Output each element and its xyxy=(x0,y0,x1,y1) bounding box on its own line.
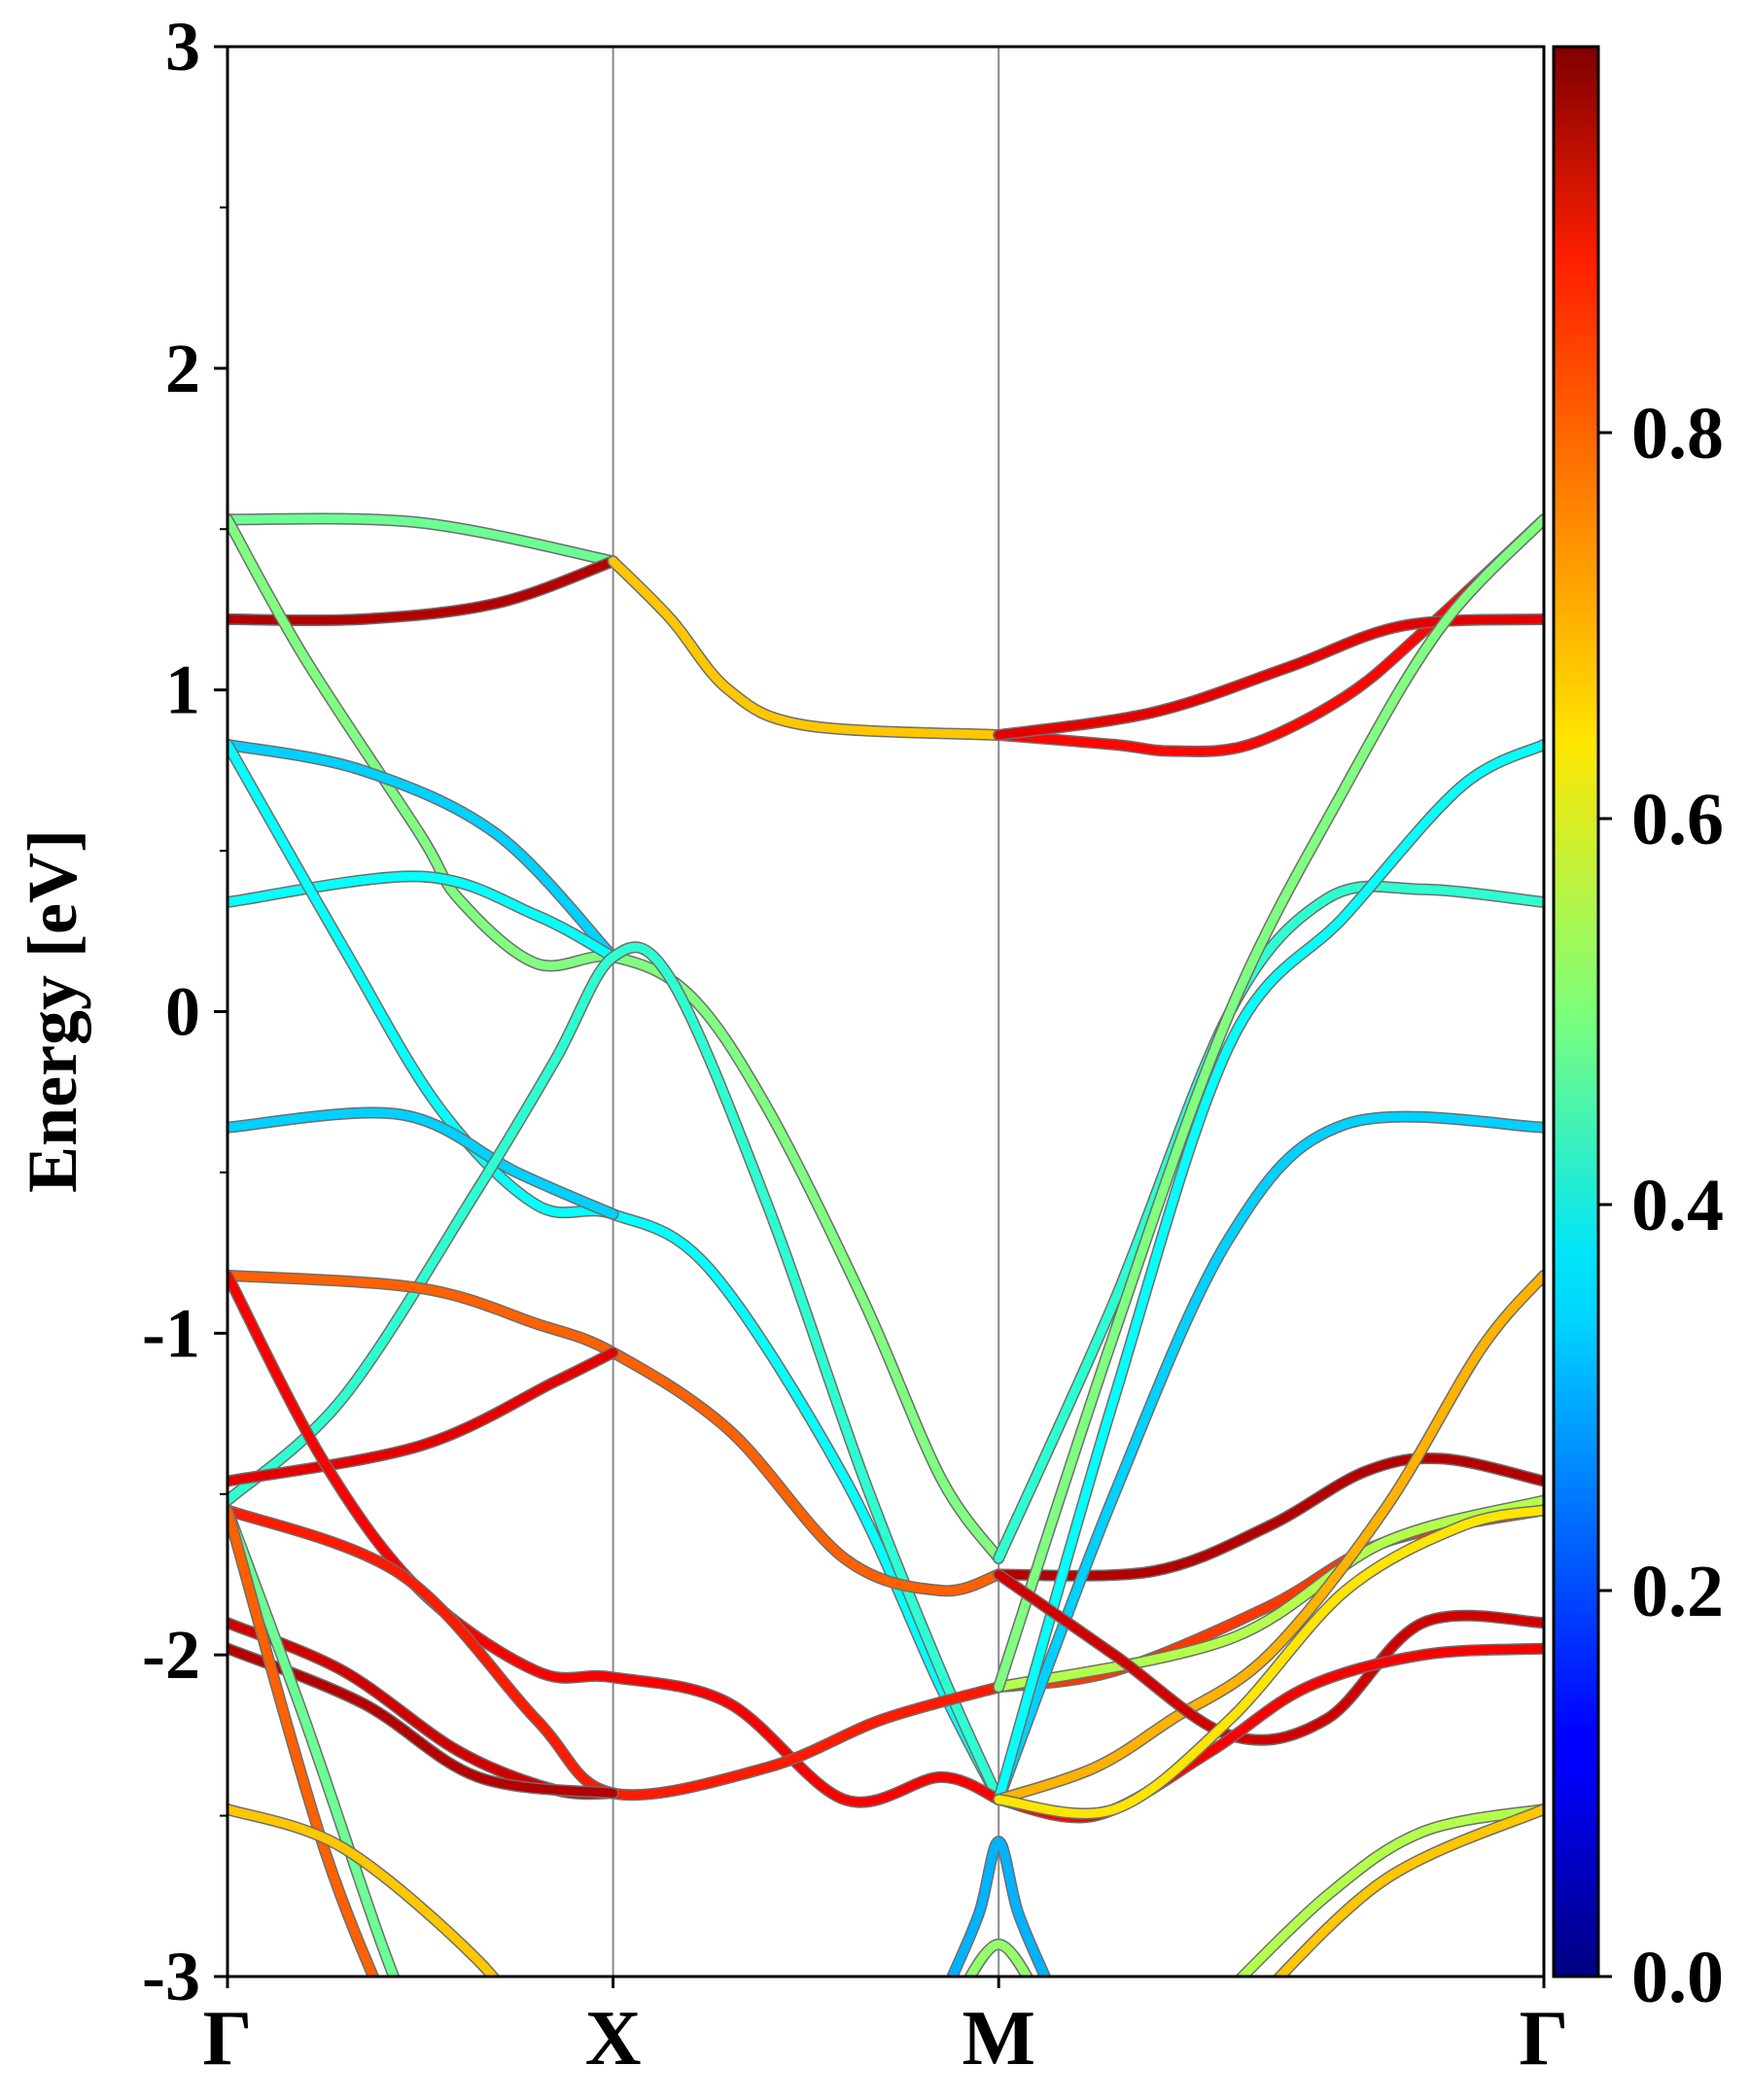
y-tick-label: 0 xyxy=(165,973,200,1051)
y-axis-label: Energy [eV] xyxy=(14,829,91,1193)
band-line xyxy=(948,1837,1050,1977)
y-tick-label: 3 xyxy=(165,8,200,86)
band-line xyxy=(228,1108,618,1219)
band-line xyxy=(994,514,1544,1692)
band-line xyxy=(994,1453,1544,1581)
band-line xyxy=(994,1271,1544,1804)
y-tick-label: 2 xyxy=(165,330,200,407)
y-tick-label: -3 xyxy=(142,1938,200,2015)
band-line xyxy=(228,740,1003,1804)
band-line xyxy=(228,1348,618,1486)
band-line xyxy=(994,1505,1544,1818)
kpoint-label: Γ xyxy=(203,1996,253,2082)
band-line xyxy=(994,1570,1544,1745)
colorbar-axis: 0.8 0.6 0.4 0.2 0.0 xyxy=(1598,393,1724,2018)
band-line xyxy=(994,1495,1544,1692)
band-line xyxy=(228,740,618,962)
band-line xyxy=(994,514,1544,756)
colorbar-tick-label: 0.8 xyxy=(1631,393,1724,474)
colorbar-tick-label: 0.0 xyxy=(1631,1937,1724,2018)
kpoint-label: X xyxy=(585,1996,642,2082)
band-line xyxy=(964,1940,1032,1977)
colorbar-tick-label: 0.6 xyxy=(1631,779,1724,860)
band-line xyxy=(228,871,618,962)
band-line xyxy=(228,1505,378,1977)
kpoint-label: M xyxy=(962,1996,1035,2082)
y-tick-label: 1 xyxy=(165,651,200,729)
band-line xyxy=(994,740,1544,1804)
y-tick-label: -2 xyxy=(142,1616,200,1694)
band-line xyxy=(228,513,618,566)
colorbar xyxy=(1552,45,1600,1978)
band-line xyxy=(228,1271,1003,1807)
band-line xyxy=(994,1112,1544,1804)
y-tick-label: -1 xyxy=(142,1294,200,1372)
colorbar-tick-label: 0.4 xyxy=(1631,1165,1724,1246)
band-line xyxy=(228,1271,1003,1595)
band-line xyxy=(228,942,1003,1804)
high-symmetry-lines xyxy=(612,47,1000,1977)
y-axis: 3 2 1 0 -1 -2 -3 xyxy=(142,8,228,2015)
band-line xyxy=(1236,1804,1544,1977)
band-line xyxy=(228,1804,499,1977)
band-line xyxy=(228,1505,399,1977)
band-curves xyxy=(228,512,1544,1977)
band-line xyxy=(609,556,1003,740)
kpoint-label: Γ xyxy=(1520,1996,1569,2082)
colorbar-tick-label: 0.2 xyxy=(1631,1551,1724,1632)
plot-area xyxy=(228,47,1544,1977)
